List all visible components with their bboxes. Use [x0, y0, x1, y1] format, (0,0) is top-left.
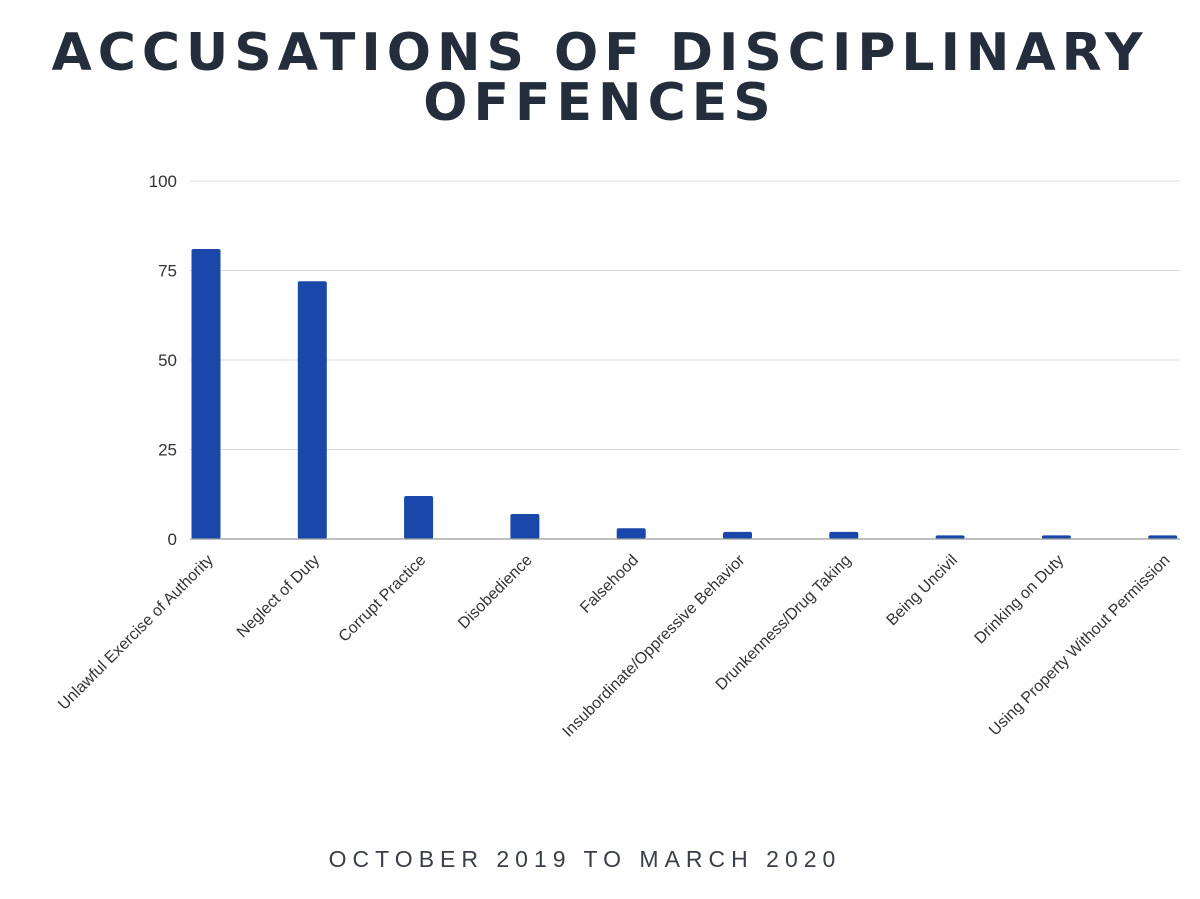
x-tick-label: Being Uncivil	[884, 552, 961, 629]
chart-title: ACCUSATIONS OF DISCIPLINARY OFFENCES	[51, 23, 1149, 133]
y-tick-label: 75	[158, 262, 177, 281]
bar	[191, 249, 221, 539]
bar	[404, 496, 434, 539]
bar	[616, 528, 646, 539]
x-tick-label: Corrupt Practice	[336, 552, 430, 646]
bar	[510, 513, 540, 539]
x-tick-label: Using Property Without Permission	[986, 552, 1173, 739]
chart-subtitle: OCTOBER 2019 TO MARCH 2020	[328, 846, 842, 872]
y-tick-label: 0	[168, 530, 177, 549]
x-tick-label: Falsehood	[577, 552, 642, 617]
x-tick-label: Drinking on Duty	[972, 552, 1068, 648]
bar	[935, 535, 965, 539]
bar	[297, 281, 327, 539]
y-tick-label: 100	[149, 172, 177, 191]
bar	[1041, 535, 1071, 539]
x-tick-label: Neglect of Duty	[234, 552, 323, 641]
y-tick-label: 50	[158, 351, 177, 370]
x-tick-label: Disobedience	[455, 552, 536, 633]
x-tick-label: Unlawful Exercise of Authority	[55, 552, 217, 714]
x-tick-label: Insubordinate/Oppressive Behavior	[560, 551, 749, 740]
y-tick-label: 25	[158, 441, 177, 460]
bar	[723, 531, 752, 539]
bar	[1148, 535, 1178, 539]
bar	[829, 531, 859, 539]
